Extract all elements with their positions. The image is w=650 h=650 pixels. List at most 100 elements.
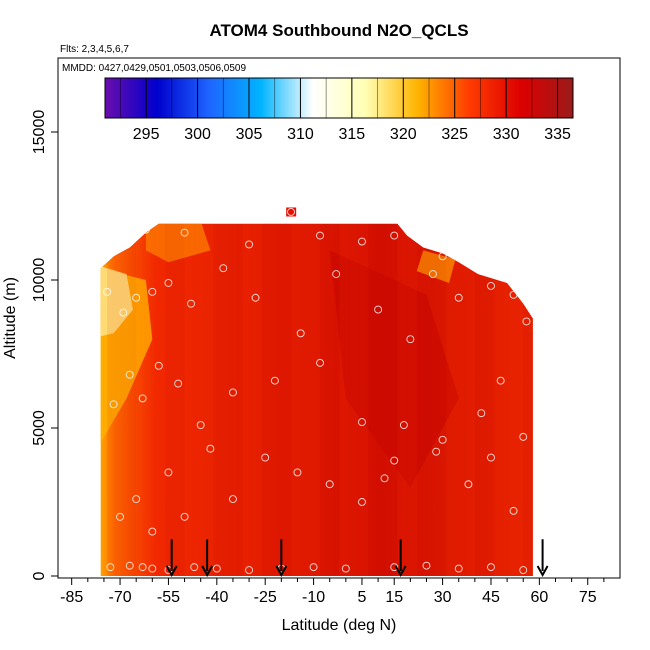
colorbar: 295 300 305 310 315 320 325 330 335 — [104, 77, 574, 143]
colorbar-tick-label: 335 — [544, 126, 571, 143]
flight-arrow-head — [536, 565, 549, 578]
field-streak — [320, 223, 330, 576]
y-tick-label: 5000 — [31, 410, 48, 446]
sample-point — [125, 370, 134, 379]
field-streak — [426, 223, 437, 576]
field-streak — [223, 223, 233, 576]
colorbar-tick-label: 315 — [339, 126, 366, 143]
sample-point — [106, 563, 115, 572]
field-streak — [184, 223, 195, 576]
field-streak — [494, 223, 504, 576]
field-core-region — [329, 250, 459, 488]
field-streak — [445, 223, 456, 576]
field-streak — [300, 223, 311, 576]
x-tick-label: 5 — [358, 589, 367, 606]
field-streak — [203, 223, 214, 576]
sample-point — [261, 453, 270, 462]
colorbar-gradient — [104, 77, 574, 119]
sample-point — [245, 240, 254, 249]
sample-point — [164, 279, 173, 287]
colorbar-ticks: 295 300 305 310 315 320 325 330 335 — [120, 78, 571, 143]
field-streak — [232, 223, 243, 576]
field-streak — [484, 223, 495, 576]
field-streak — [271, 223, 282, 576]
field-streak — [387, 223, 398, 576]
field-streak — [165, 223, 175, 576]
field-streak — [242, 223, 253, 576]
x-tick-label: -25 — [254, 589, 277, 606]
x-tick-label: -10 — [302, 589, 325, 606]
sample-point — [212, 564, 221, 573]
colorbar-tick-label: 310 — [287, 126, 314, 143]
sample-point — [487, 281, 495, 290]
x-axis: -85 -70 -55 -40 -25 -10 5 15 30 45 60 75 — [60, 578, 605, 606]
field-streak — [126, 223, 137, 576]
sample-point — [180, 228, 189, 237]
sample-point — [438, 435, 447, 444]
field-streak — [194, 223, 204, 576]
sample-point — [148, 527, 157, 536]
field-streak — [513, 223, 524, 576]
sample-point — [228, 495, 237, 503]
colorbar-tick-label: 300 — [184, 126, 211, 143]
sample-point — [406, 335, 415, 344]
sample-point — [316, 358, 324, 367]
y-tick-label: 15000 — [31, 110, 48, 155]
field-streak — [523, 223, 533, 576]
sample-point — [141, 225, 150, 234]
sample-point — [164, 468, 173, 477]
field-streak — [474, 223, 485, 576]
field-streak — [436, 223, 446, 576]
sample-points — [103, 207, 531, 575]
sample-point — [187, 299, 195, 308]
sample-point — [358, 498, 366, 506]
field-streak — [107, 223, 117, 576]
field-streak — [378, 223, 388, 576]
sample-point — [428, 270, 437, 279]
dates-label: MMDD: 0427,0429,0501,0503,0506,0509 — [62, 63, 246, 74]
sample-point — [270, 376, 279, 385]
sample-point — [477, 409, 486, 418]
field-streak — [329, 223, 340, 576]
sample-point — [206, 444, 215, 453]
x-axis-label: Latitude (deg N) — [282, 617, 397, 634]
sample-point — [296, 329, 305, 338]
field-base — [100, 223, 533, 576]
field-streak — [368, 223, 379, 576]
sample-point — [358, 237, 366, 246]
sample-point — [454, 564, 463, 573]
sample-point — [125, 561, 134, 570]
sample-point — [316, 231, 324, 240]
sample-point — [132, 293, 141, 302]
colorbar-tick-label: 295 — [133, 126, 160, 143]
field-layer — [100, 207, 533, 576]
field-streak — [349, 223, 359, 576]
field-curtain — [100, 223, 533, 576]
sample-point — [332, 270, 341, 279]
field-top-cell — [286, 207, 297, 217]
flight-arrows — [165, 539, 549, 578]
sample-point — [399, 421, 408, 429]
sample-point — [380, 474, 389, 483]
plot-frame — [57, 57, 621, 579]
sample-point — [228, 388, 237, 397]
sample-point — [287, 207, 295, 216]
sample-point — [119, 308, 128, 317]
field-streak — [291, 223, 301, 576]
field-streak — [503, 223, 514, 576]
x-tick-label: -85 — [60, 589, 83, 606]
sample-point — [109, 400, 118, 409]
field-streak — [252, 223, 262, 576]
sample-point — [103, 287, 112, 296]
sample-point — [454, 293, 463, 302]
colorbar-tick-label: 325 — [441, 126, 468, 143]
sample-point — [509, 506, 518, 515]
x-tick-label: 30 — [434, 589, 452, 606]
sample-point — [325, 480, 334, 489]
x-tick-label: -55 — [157, 589, 180, 606]
colorbar-tick-label: 330 — [493, 126, 520, 143]
sample-point — [519, 432, 528, 441]
chart-title: ATOM4 Southbound N2O_QCLS — [209, 21, 468, 40]
flight-arrow-head — [394, 565, 407, 578]
